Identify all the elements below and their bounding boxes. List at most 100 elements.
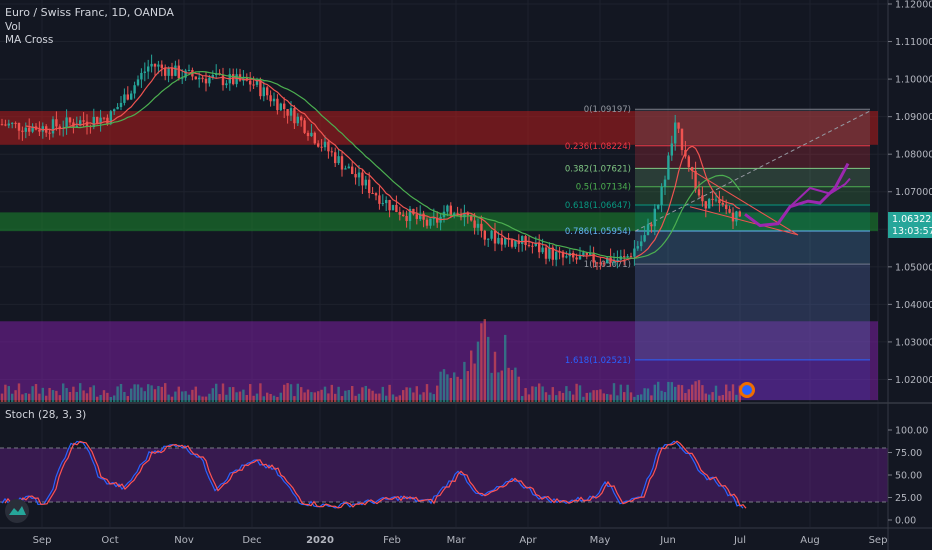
volume-bar	[694, 381, 697, 402]
candle	[313, 131, 316, 145]
volume-bar	[704, 393, 707, 402]
volume-bar	[602, 393, 605, 402]
candle	[99, 109, 102, 132]
volume-bar	[422, 392, 425, 402]
candle	[317, 140, 320, 148]
candle	[14, 121, 17, 129]
volume-bar	[160, 386, 163, 402]
event-icon[interactable]	[739, 382, 755, 398]
volume-bar	[616, 395, 619, 402]
candle	[300, 115, 303, 127]
candle	[691, 166, 694, 180]
candle	[391, 204, 395, 211]
volume-bar	[181, 391, 184, 402]
volume-bar	[660, 390, 663, 402]
candle	[344, 165, 347, 170]
volume-bar	[558, 391, 561, 402]
candle	[75, 116, 78, 128]
volume-bar	[524, 388, 527, 402]
volume-bar	[599, 389, 602, 402]
volume-bar	[45, 395, 48, 402]
candle	[41, 122, 44, 139]
candle	[55, 111, 58, 131]
candle	[708, 197, 711, 209]
fibonacci-retracement: 0(1.09197) 0.236(1.08224) 0.382(1.07621) 0.…	[565, 105, 871, 401]
volume-bar	[215, 383, 218, 402]
stoch-title[interactable]: Stoch (28, 3, 3)	[5, 409, 86, 421]
volume-bar	[646, 388, 650, 402]
candle	[514, 240, 517, 249]
volume-bar	[269, 393, 272, 402]
volume-bar	[714, 385, 718, 402]
volume-bar	[432, 394, 435, 402]
volume-bar	[575, 383, 578, 402]
stoch-tick-label: 25.00	[895, 493, 922, 504]
candle	[524, 234, 527, 251]
candle	[419, 205, 422, 222]
volume-bar	[143, 391, 146, 402]
candle	[85, 114, 89, 135]
volume-bar	[412, 392, 415, 402]
price-tick-label: 1.07000	[895, 187, 932, 198]
tradingview-logo	[5, 499, 29, 523]
volume-bar	[592, 390, 595, 402]
ma-cross-lines	[25, 66, 741, 263]
volume-bar	[55, 390, 58, 402]
volume-bar	[194, 386, 197, 402]
volume-bar	[72, 386, 75, 402]
volume-bar	[347, 390, 350, 402]
indicator-vol-label[interactable]: Vol	[5, 21, 21, 33]
volume-bar	[123, 391, 126, 402]
indicator-ma-cross-label[interactable]: MA Cross	[5, 34, 53, 46]
volume-bar	[34, 384, 38, 402]
candle	[538, 234, 541, 259]
candle	[446, 204, 449, 217]
candle	[606, 256, 609, 264]
stoch-tick-label: 50.00	[895, 471, 922, 482]
fib-level-label: 0.382(1.07621)	[565, 164, 631, 174]
volume-bar	[504, 334, 507, 402]
candle	[565, 251, 568, 259]
volume-bar	[119, 383, 123, 402]
volume-bar	[510, 369, 514, 402]
volume-bar	[204, 396, 208, 402]
candle	[636, 241, 639, 251]
candle	[657, 204, 660, 210]
volume-bar	[126, 396, 129, 402]
volume-bar	[572, 394, 575, 402]
volume-bar	[371, 390, 374, 402]
candle	[21, 126, 24, 141]
candle	[521, 235, 524, 252]
candle	[276, 94, 279, 115]
volume-bar	[344, 390, 347, 402]
candle	[303, 118, 306, 135]
volume-bar	[391, 394, 395, 402]
volume-bar	[470, 350, 473, 402]
candle	[599, 257, 602, 270]
volume-bar	[153, 389, 157, 402]
volume-bar	[653, 384, 656, 402]
time-axis-label: Jul	[733, 535, 746, 546]
candle	[701, 186, 704, 207]
volume-bar	[289, 384, 293, 402]
volume-bar	[38, 393, 41, 402]
candle	[113, 108, 116, 116]
candle	[415, 207, 418, 225]
volume-bar	[0, 393, 4, 402]
volume-bar	[483, 319, 486, 402]
volume-bar	[11, 393, 14, 402]
volume-bar	[453, 372, 456, 402]
volume-bar	[442, 369, 446, 402]
volume-bar	[381, 386, 384, 402]
chart-title: Euro / Swiss Franc, 1D, OANDA	[5, 6, 174, 19]
candle	[374, 192, 378, 201]
candle	[310, 123, 313, 137]
volume-bar	[296, 383, 299, 402]
volume-bar	[500, 370, 503, 402]
volume-bar	[136, 384, 140, 402]
volume-bar	[731, 384, 735, 402]
volume-bar	[320, 389, 323, 402]
candle	[0, 118, 4, 126]
candle	[140, 68, 143, 88]
